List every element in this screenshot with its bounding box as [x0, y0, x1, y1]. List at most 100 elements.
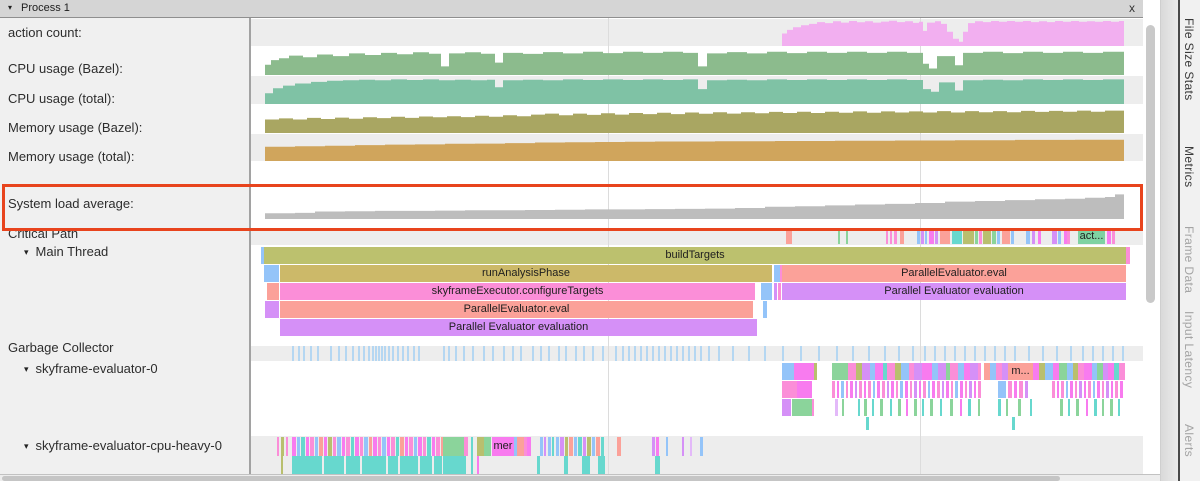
trace-event[interactable]: [886, 228, 888, 244]
trace-event[interactable]: [1118, 399, 1120, 416]
trace-event[interactable]: [964, 363, 970, 380]
trace-event[interactable]: [996, 363, 1002, 380]
gc-event-tick[interactable]: [974, 346, 976, 361]
trace-event[interactable]: [400, 437, 404, 456]
trace-event[interactable]: [1079, 381, 1082, 398]
trace-event[interactable]: [427, 437, 431, 456]
trace-event[interactable]: [932, 381, 935, 398]
gc-event-tick[interactable]: [472, 346, 474, 361]
gc-event-tick[interactable]: [1028, 346, 1030, 361]
trace-event[interactable]: [1107, 228, 1111, 244]
trace-event[interactable]: [471, 456, 473, 474]
gc-event-tick[interactable]: [303, 346, 305, 361]
gc-event-tick[interactable]: [1102, 346, 1104, 361]
counter-chart-memory-usage-total[interactable]: [251, 134, 1143, 161]
collapse-arrow-icon[interactable]: ▾: [24, 247, 29, 257]
trace-event[interactable]: [1110, 399, 1113, 416]
trace-event[interactable]: [921, 228, 924, 244]
trace-event[interactable]: [652, 437, 655, 456]
trace-event[interactable]: [267, 283, 279, 300]
trace-event[interactable]: [544, 437, 546, 456]
trace-event[interactable]: [1086, 399, 1088, 416]
trace-event[interactable]: [887, 363, 895, 380]
counter-chart-cpu-usage-bazel[interactable]: [251, 47, 1143, 75]
trace-event[interactable]: [443, 437, 464, 456]
trace-event[interactable]: [963, 228, 974, 244]
trace-event[interactable]: [527, 437, 531, 456]
gc-event-tick[interactable]: [363, 346, 365, 361]
counter-chart-cpu-usage-total[interactable]: [251, 76, 1143, 104]
trace-event[interactable]: [952, 228, 962, 244]
trace-event[interactable]: [905, 381, 908, 398]
trace-event[interactable]: [1102, 381, 1104, 398]
trace-event[interactable]: [310, 437, 314, 456]
trace-event[interactable]: [1070, 381, 1073, 398]
trace-event[interactable]: [858, 399, 860, 416]
trace-event[interactable]: [1084, 381, 1086, 398]
trace-event[interactable]: [1019, 381, 1023, 398]
counter-chart-memory-usage-bazel[interactable]: [251, 105, 1143, 133]
trace-event[interactable]: [930, 399, 933, 416]
tab-frame-data[interactable]: Frame Data: [1182, 226, 1196, 294]
trace-event[interactable]: [1052, 381, 1055, 398]
gc-event-tick[interactable]: [317, 346, 319, 361]
gc-event-tick[interactable]: [1056, 346, 1058, 361]
gc-event-tick[interactable]: [492, 346, 494, 361]
trace-event[interactable]: [951, 381, 953, 398]
trace-event[interactable]: [946, 381, 949, 398]
tab-metrics[interactable]: Metrics: [1182, 146, 1196, 188]
trace-event[interactable]: [1111, 381, 1113, 398]
trace-event[interactable]: [914, 399, 917, 416]
gc-event-tick[interactable]: [748, 346, 750, 361]
gc-event-tick[interactable]: [732, 346, 734, 361]
trace-event[interactable]: [333, 437, 336, 456]
trace-event[interactable]: [978, 363, 981, 380]
trace-event[interactable]: [441, 437, 443, 456]
gc-event-tick[interactable]: [368, 346, 370, 361]
trace-event[interactable]: [574, 437, 577, 456]
trace-event[interactable]: [306, 437, 309, 456]
trace-event[interactable]: [774, 265, 780, 282]
trace-event[interactable]: [477, 456, 479, 474]
gc-event-tick[interactable]: [583, 346, 585, 361]
gc-event-tick[interactable]: [378, 346, 380, 361]
trace-event[interactable]: [890, 399, 892, 416]
trace-event[interactable]: runAnalysisPhase: [280, 265, 772, 282]
gc-event-tick[interactable]: [392, 346, 394, 361]
trace-event[interactable]: Parallel Evaluator evaluation: [280, 319, 757, 336]
gc-event-tick[interactable]: [1014, 346, 1016, 361]
trace-event[interactable]: [364, 437, 368, 456]
trace-event[interactable]: [1018, 399, 1021, 416]
trace-event[interactable]: [277, 437, 279, 456]
trace-event[interactable]: [856, 363, 862, 380]
trace-event[interactable]: [1032, 228, 1035, 244]
trace-event[interactable]: [835, 399, 838, 416]
gc-event-tick[interactable]: [646, 346, 648, 361]
collapse-arrow-icon[interactable]: ▾: [24, 441, 29, 451]
trace-event[interactable]: [315, 437, 318, 456]
gc-event-tick[interactable]: [575, 346, 577, 361]
trace-event[interactable]: [261, 247, 264, 264]
gc-event-tick[interactable]: [688, 346, 690, 361]
trace-event[interactable]: [942, 381, 944, 398]
trace-event[interactable]: [968, 399, 971, 416]
gc-event-tick[interactable]: [1112, 346, 1114, 361]
gc-event-tick[interactable]: [503, 346, 505, 361]
trace-event[interactable]: [514, 437, 517, 456]
trace-event[interactable]: [443, 456, 466, 474]
gc-event-tick[interactable]: [884, 346, 886, 361]
trace-event[interactable]: [940, 399, 942, 416]
trace-event[interactable]: [1097, 381, 1100, 398]
trace-event[interactable]: [984, 363, 990, 380]
trace-event[interactable]: [917, 228, 920, 244]
gc-event-tick[interactable]: [670, 346, 672, 361]
trace-event[interactable]: [1014, 381, 1017, 398]
gc-event-tick[interactable]: [443, 346, 445, 361]
gc-event-tick[interactable]: [718, 346, 720, 361]
trace-event[interactable]: [388, 456, 398, 474]
trace-event[interactable]: [909, 363, 914, 380]
trace-event[interactable]: [883, 363, 887, 380]
trace-event[interactable]: [1076, 399, 1079, 416]
trace-event[interactable]: [922, 399, 924, 416]
trace-event[interactable]: [342, 437, 345, 456]
